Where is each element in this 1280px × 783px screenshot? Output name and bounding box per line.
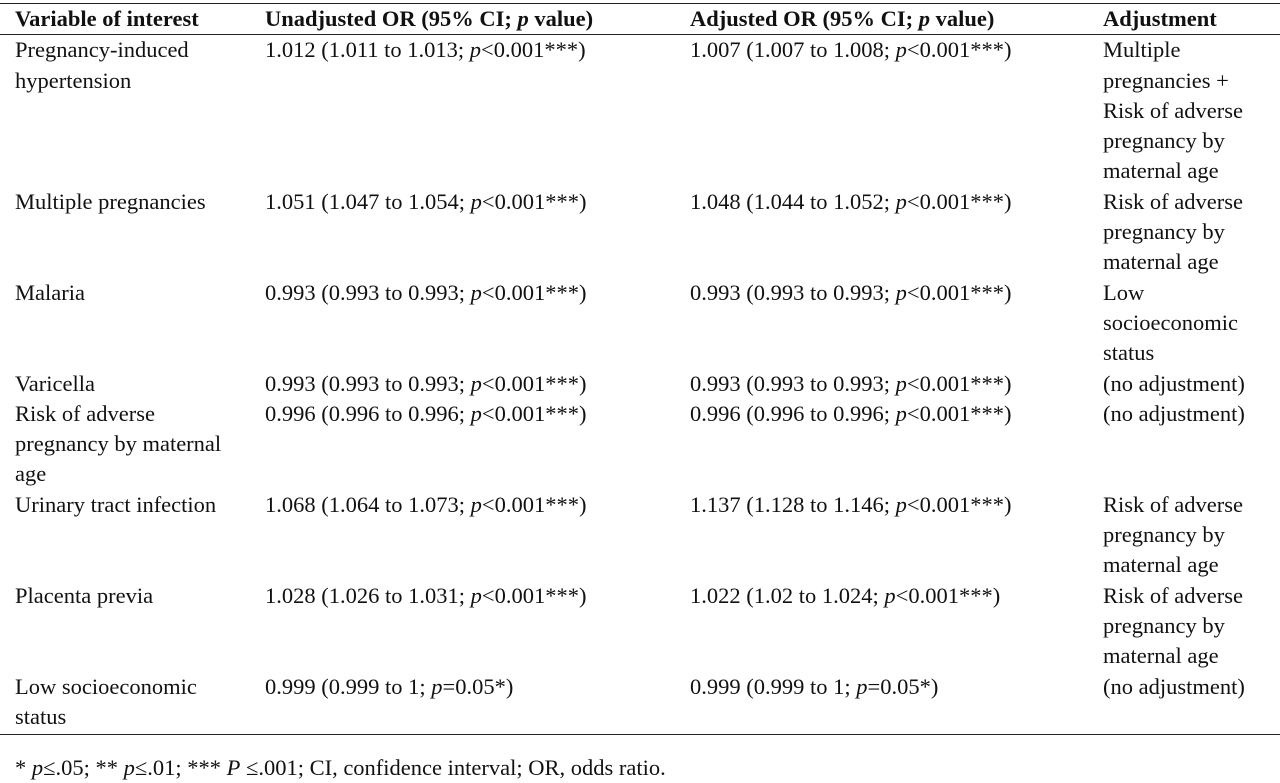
table-cell: 0.993 (0.993 to 0.993; p<0.001***) xyxy=(265,370,587,396)
table-cell: Risk of adverse pregnancy by maternal ag… xyxy=(1103,491,1243,578)
table-cell: 1.048 (1.044 to 1.052; p<0.001***) xyxy=(690,188,1012,214)
table-cell: Low socioeconomic status xyxy=(0,671,265,736)
header-row: Variable of interest Unadjusted OR (95% C… xyxy=(0,2,1280,36)
table-row: Malaria 0.993 (0.993 to 0.993; p<0.001***… xyxy=(0,278,1280,369)
table-cell: 0.993 (0.993 to 0.993; p<0.001***) xyxy=(690,279,1012,305)
table-cell: Multiple pregnancies xyxy=(15,188,206,214)
table-row: Risk of adverse pregnancy by maternal ag… xyxy=(0,399,1280,490)
table-cell: (no adjustment) xyxy=(1103,400,1245,426)
table-cell: 0.996 (0.996 to 0.996; p<0.001***) xyxy=(690,400,1012,426)
table-cell: 1.051 (1.047 to 1.054; p<0.001***) xyxy=(265,188,587,214)
table-row: Urinary tract infection 1.068 (1.064 to 1… xyxy=(0,490,1280,581)
table-cell: Pregnancy-induced hypertension xyxy=(15,37,189,93)
table-cell: (no adjustment) xyxy=(1103,671,1280,736)
table-cell: 1.137 (1.128 to 1.146; p<0.001***) xyxy=(690,491,1012,517)
header-cell: Adjusted OR (95% CI; p value) xyxy=(690,2,1103,36)
table-cell: 0.999 (0.999 to 1; p=0.05*) xyxy=(265,671,690,736)
header-cell: Unadjusted OR (95% CI; p value) xyxy=(265,2,690,36)
table-cell: 0.993 (0.993 to 0.993; p<0.001***) xyxy=(690,370,1012,396)
table-cell: 0.999 (0.999 to 1; p=0.05*) xyxy=(690,671,1103,736)
table-row: Pregnancy-induced hypertension 1.012 (1.0… xyxy=(0,35,1280,187)
table-cell: 1.012 (1.011 to 1.013; p<0.001***) xyxy=(265,37,586,63)
results-table: Variable of interest Unadjusted OR (95% C… xyxy=(0,2,1280,736)
table-cell: (no adjustment) xyxy=(1103,370,1245,396)
table-cell: Low socioeconomic status xyxy=(1103,279,1238,366)
table-row: Low socioeconomic status 0.999 (0.999 to … xyxy=(0,671,1280,736)
table-row: Multiple pregnancies 1.051 (1.047 to 1.05… xyxy=(0,187,1280,278)
table-cell: 1.068 (1.064 to 1.073; p<0.001***) xyxy=(265,491,587,517)
table-cell: Varicella xyxy=(15,370,95,396)
table-cell: Risk of adverse pregnancy by maternal ag… xyxy=(15,400,222,487)
table-cell: Placenta previa xyxy=(15,582,154,608)
table-cell: 1.007 (1.007 to 1.008; p<0.001***) xyxy=(690,37,1012,63)
table-cell: 1.022 (1.02 to 1.024; p<0.001***) xyxy=(690,582,1001,608)
table-row: Varicella 0.993 (0.993 to 0.993; p<0.001*… xyxy=(0,369,1280,399)
table-row: Placenta previa 1.028 (1.026 to 1.031; p<… xyxy=(0,581,1280,672)
table-cell: 1.028 (1.026 to 1.031; p<0.001***) xyxy=(265,582,587,608)
table-cell: Multiple pregnancies + Risk of adverse p… xyxy=(1103,37,1243,184)
header-cell: Adjustment xyxy=(1103,2,1280,36)
table-cell: Risk of adverse pregnancy by maternal ag… xyxy=(1103,582,1243,669)
table-cell: Risk of adverse pregnancy by maternal ag… xyxy=(1103,188,1243,275)
header-cell: Variable of interest xyxy=(0,2,265,36)
table-cell: 0.993 (0.993 to 0.993; p<0.001***) xyxy=(265,279,587,305)
table-body: Pregnancy-induced hypertension 1.012 (1.0… xyxy=(0,35,1280,736)
table-cell: Malaria xyxy=(15,279,85,305)
table-cell: Urinary tract infection xyxy=(15,491,217,517)
footnote: * p≤.05; ** p≤.01; *** P ≤.001; CI, conf… xyxy=(15,755,666,780)
table-cell: 0.996 (0.996 to 0.996; p<0.001***) xyxy=(265,400,587,426)
